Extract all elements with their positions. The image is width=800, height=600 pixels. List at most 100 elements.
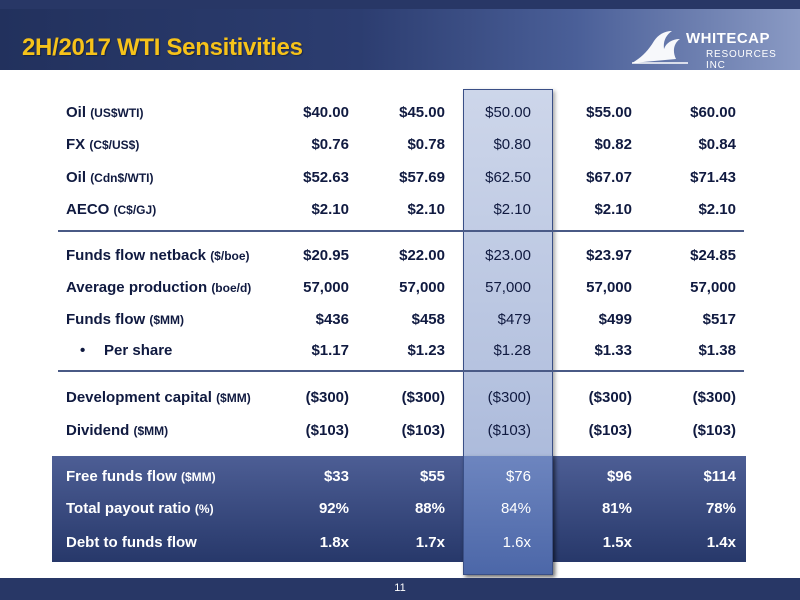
table-cell: 57,000 bbox=[303, 279, 349, 296]
slide-header: 2H/2017 WTI Sensitivities WHITECAP RESOU… bbox=[0, 9, 800, 73]
table-row: • Per share $1.17 $1.23 $1.28 $1.33 $1.3… bbox=[0, 336, 800, 366]
row-label: Development capital ($MM) bbox=[66, 389, 251, 406]
table-row: Funds flow netback ($/boe) $20.95 $22.00… bbox=[0, 241, 800, 271]
table-cell: 57,000 bbox=[399, 279, 445, 296]
table-row: Debt to funds flow 1.8x 1.7x 1.6x 1.5x 1… bbox=[0, 528, 800, 558]
table-row: AECO (C$/GJ) $2.10 $2.10 $2.10 $2.10 $2.… bbox=[0, 195, 800, 225]
top-strip bbox=[0, 0, 800, 9]
table-cell: $45.00 bbox=[399, 104, 445, 121]
table-cell: $57.69 bbox=[399, 169, 445, 186]
table-cell: $20.95 bbox=[303, 247, 349, 264]
table-cell: $24.85 bbox=[690, 247, 736, 264]
section-divider bbox=[58, 370, 744, 372]
table-cell: $2.10 bbox=[698, 201, 736, 218]
row-label: Funds flow netback ($/boe) bbox=[66, 247, 250, 264]
table-cell: $2.10 bbox=[407, 201, 445, 218]
table-cell: 57,000 bbox=[485, 279, 531, 296]
table-cell: 1.5x bbox=[602, 534, 632, 551]
row-label: Dividend ($MM) bbox=[66, 422, 169, 439]
table-cell: ($300) bbox=[588, 389, 632, 406]
slide-footer: 11 bbox=[0, 578, 800, 600]
table-cell: $458 bbox=[411, 311, 445, 328]
table-cell: $2.10 bbox=[594, 201, 632, 218]
table-row: Development capital ($MM) ($300) ($300) … bbox=[0, 383, 800, 413]
company-logo: WHITECAP RESOURCES INC bbox=[630, 23, 790, 73]
table-cell: ($300) bbox=[401, 389, 445, 406]
table-cell: $0.84 bbox=[698, 136, 736, 153]
table-row: Dividend ($MM) ($103) ($103) ($103) ($10… bbox=[0, 416, 800, 446]
table-cell: $1.33 bbox=[594, 342, 632, 359]
row-label: Average production (boe/d) bbox=[66, 279, 252, 296]
table-cell: 84% bbox=[500, 500, 531, 517]
table-cell: ($300) bbox=[305, 389, 349, 406]
bullet-icon: • bbox=[80, 342, 86, 359]
table-cell: $50.00 bbox=[485, 104, 531, 121]
table-cell: $1.28 bbox=[493, 342, 531, 359]
table-row: Free funds flow ($MM) $33 $55 $76 $96 $1… bbox=[0, 462, 800, 492]
section-divider bbox=[58, 230, 744, 232]
table-row: FX (C$/US$) $0.76 $0.78 $0.80 $0.82 $0.8… bbox=[0, 130, 800, 160]
page-number: 11 bbox=[394, 582, 406, 594]
table-cell: ($103) bbox=[588, 422, 632, 439]
table-cell: $2.10 bbox=[493, 201, 531, 218]
table-cell: $60.00 bbox=[690, 104, 736, 121]
logo-subtitle: RESOURCES INC bbox=[706, 49, 777, 71]
table-cell: $1.38 bbox=[698, 342, 736, 359]
table-cell: $55 bbox=[419, 468, 445, 485]
table-cell: ($103) bbox=[487, 422, 531, 439]
table-cell: ($300) bbox=[487, 389, 531, 406]
table-cell: $71.43 bbox=[690, 169, 736, 186]
table-cell: $0.80 bbox=[493, 136, 531, 153]
table-row: Oil (Cdn$/WTI) $52.63 $57.69 $62.50 $67.… bbox=[0, 163, 800, 193]
summary-box bbox=[52, 456, 746, 562]
table-cell: $22.00 bbox=[399, 247, 445, 264]
row-label: Free funds flow ($MM) bbox=[66, 468, 216, 485]
table-cell: $52.63 bbox=[303, 169, 349, 186]
table-cell: $62.50 bbox=[485, 169, 531, 186]
table-cell: 1.8x bbox=[319, 534, 349, 551]
table-cell: $499 bbox=[598, 311, 632, 328]
base-case-column-highlight-summary bbox=[463, 456, 553, 575]
row-label: AECO (C$/GJ) bbox=[66, 201, 157, 218]
table-cell: 1.6x bbox=[502, 534, 531, 551]
row-label: Total payout ratio (%) bbox=[66, 500, 214, 517]
table-cell: $436 bbox=[315, 311, 349, 328]
table-cell: 57,000 bbox=[690, 279, 736, 296]
table-cell: $1.23 bbox=[407, 342, 445, 359]
table-cell: 88% bbox=[414, 500, 445, 517]
table-cell: $96 bbox=[606, 468, 632, 485]
table-cell: 57,000 bbox=[586, 279, 632, 296]
table-cell: ($103) bbox=[692, 422, 736, 439]
table-cell: 78% bbox=[705, 500, 736, 517]
row-label: Oil (US$WTI) bbox=[66, 104, 144, 121]
row-label: Oil (Cdn$/WTI) bbox=[66, 169, 154, 186]
table-cell: $517 bbox=[702, 311, 736, 328]
row-label: Funds flow ($MM) bbox=[66, 311, 184, 328]
table-row: Average production (boe/d) 57,000 57,000… bbox=[0, 273, 800, 303]
table-row: Oil (US$WTI) $40.00 $45.00 $50.00 $55.00… bbox=[0, 98, 800, 128]
table-row: Funds flow ($MM) $436 $458 $479 $499 $51… bbox=[0, 305, 800, 335]
table-cell: $55.00 bbox=[586, 104, 632, 121]
table-cell: $0.82 bbox=[594, 136, 632, 153]
table-cell: 92% bbox=[318, 500, 349, 517]
logo-name: WHITECAP bbox=[686, 30, 770, 47]
table-cell: ($103) bbox=[305, 422, 349, 439]
table-cell: $23.00 bbox=[485, 247, 531, 264]
table-cell: $23.97 bbox=[586, 247, 632, 264]
row-label: Debt to funds flow bbox=[66, 534, 197, 551]
table-cell: 1.7x bbox=[415, 534, 445, 551]
table-cell: $2.10 bbox=[311, 201, 349, 218]
table-cell: 1.4x bbox=[706, 534, 736, 551]
table-cell: $0.76 bbox=[311, 136, 349, 153]
table-cell: 81% bbox=[601, 500, 632, 517]
table-cell: $0.78 bbox=[407, 136, 445, 153]
row-label: Per share bbox=[104, 342, 173, 359]
table-cell: $33 bbox=[323, 468, 349, 485]
table-cell: $479 bbox=[497, 311, 531, 328]
table-cell: $67.07 bbox=[586, 169, 632, 186]
table-cell: $114 bbox=[703, 468, 736, 485]
table-cell: ($103) bbox=[401, 422, 445, 439]
slide-title: 2H/2017 WTI Sensitivities bbox=[22, 34, 303, 61]
table-cell: $40.00 bbox=[303, 104, 349, 121]
table-cell: $1.17 bbox=[311, 342, 349, 359]
